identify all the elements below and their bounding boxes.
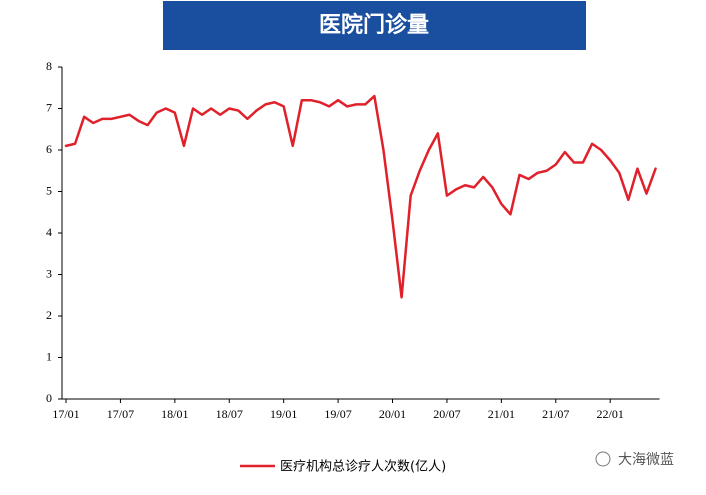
y-tick-label: 5: [46, 183, 52, 197]
x-tick-label: 20/01: [379, 407, 406, 421]
title-box: [163, 1, 586, 50]
watermark-icon: [595, 451, 611, 467]
x-tick-label: 21/01: [488, 407, 515, 421]
y-tick-label: 8: [46, 59, 52, 73]
x-tick-label: 19/01: [270, 407, 297, 421]
x-tick-label: 22/01: [597, 407, 624, 421]
y-tick-label: 7: [46, 100, 52, 114]
x-tick-label: 18/01: [161, 407, 188, 421]
watermark: 大海微蓝: [618, 452, 674, 468]
x-tick-label: 19/07: [324, 407, 351, 421]
x-tick-label: 17/07: [107, 407, 134, 421]
y-tick-label: 3: [46, 266, 52, 280]
x-tick-label: 17/01: [52, 407, 79, 421]
y-tick-label: 1: [46, 349, 52, 363]
y-tick-label: 6: [46, 142, 52, 156]
x-tick-label: 21/07: [542, 407, 569, 421]
y-tick-label: 2: [46, 308, 52, 322]
x-tick-label: 18/07: [216, 407, 243, 421]
legend-label: 医疗机构总诊疗人次数(亿人): [280, 459, 446, 475]
chart-title: 医院门诊量: [319, 12, 429, 38]
line: [64, 94, 657, 299]
x-tick-label: 20/07: [433, 407, 460, 421]
y-tick-label: 0: [46, 391, 52, 405]
y-tick-label: 4: [46, 225, 52, 239]
